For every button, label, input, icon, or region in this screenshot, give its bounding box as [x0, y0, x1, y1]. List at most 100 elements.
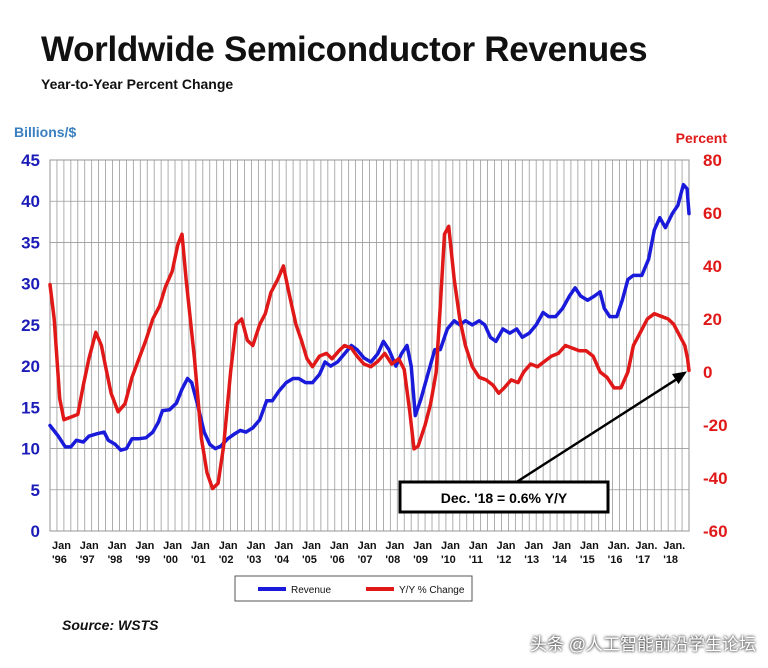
x-tick-label: Jan '15: [580, 540, 599, 566]
x-tick-month: Jan.: [635, 540, 657, 552]
x-tick-month: Jan: [302, 540, 321, 552]
x-tick-year: '16: [608, 554, 623, 566]
x-tick-label: Jan '06: [330, 540, 349, 566]
x-tick-label: Jan '03: [246, 540, 265, 566]
legend-label: Y/Y % Change: [399, 585, 465, 596]
x-tick-month: Jan: [135, 540, 154, 552]
chart-title: Worldwide Semiconductor Revenues: [41, 30, 648, 69]
right-tick-label: 80: [703, 151, 722, 170]
annotation-text: Dec. '18 = 0.6% Y/Y: [441, 490, 568, 506]
legend: Revenue Y/Y % Change: [234, 575, 473, 602]
x-tick-year: '07: [358, 554, 373, 566]
right-tick-label: -20: [703, 416, 728, 435]
left-tick-label: 15: [21, 398, 40, 417]
x-tick-year: '03: [246, 554, 261, 566]
x-tick-year: '05: [302, 554, 317, 566]
x-tick-label: Jan '12: [497, 540, 516, 566]
x-tick-year: '01: [191, 554, 206, 566]
x-tick-year: '14: [552, 554, 568, 566]
annotation-arrow-head: [671, 371, 687, 385]
x-tick-label: Jan. '16: [608, 540, 630, 566]
x-tick-label: Jan '01: [191, 540, 210, 566]
left-tick-label: 0: [31, 522, 40, 541]
chart-subtitle: Year-to-Year Percent Change: [41, 76, 234, 92]
x-tick-label: Jan '04: [274, 540, 293, 566]
x-tick-year: '96: [52, 554, 67, 566]
x-tick-year: '13: [524, 554, 539, 566]
x-tick-label: Jan '96: [52, 540, 71, 566]
x-tick-label: Jan '09: [413, 540, 432, 566]
x-tick-label: Jan '10: [441, 540, 460, 566]
x-tick-month: Jan: [330, 540, 349, 552]
x-tick-label: Jan '02: [219, 540, 238, 566]
left-tick-label: 30: [21, 275, 40, 294]
right-tick-label: 60: [703, 204, 722, 223]
right-tick-label: -40: [703, 469, 728, 488]
x-tick-month: Jan.: [608, 540, 630, 552]
revenue-line: [48, 182, 691, 452]
x-tick-month: Jan: [497, 540, 516, 552]
x-tick-year: '08: [385, 554, 400, 566]
x-tick-month: Jan.: [663, 540, 685, 552]
x-tick-month: Jan: [580, 540, 599, 552]
x-tick-label: Jan '07: [358, 540, 377, 566]
x-tick-label: Jan '13: [524, 540, 543, 566]
x-tick-month: Jan: [191, 540, 210, 552]
x-tick-month: Jan: [80, 540, 99, 552]
left-tick-label: 35: [21, 233, 40, 252]
source-note: Source: WSTS: [62, 617, 159, 633]
annotation-box: [398, 480, 610, 514]
x-tick-month: Jan: [358, 540, 377, 552]
x-tick-label: Jan '11: [469, 540, 488, 566]
left-axis-title: Billions/$: [14, 124, 76, 140]
x-tick-label: Jan '98: [108, 540, 127, 566]
x-tick-year: '99: [135, 554, 150, 566]
x-tick-month: Jan: [524, 540, 543, 552]
x-tick-month: Jan: [552, 540, 571, 552]
x-tick-year: '12: [497, 554, 512, 566]
x-tick-label: Jan. '17: [635, 540, 657, 566]
x-tick-month: Jan: [385, 540, 404, 552]
x-tick-month: Jan: [274, 540, 293, 552]
x-tick-year: '09: [413, 554, 428, 566]
x-tick-month: Jan: [469, 540, 488, 552]
x-tick-year: '06: [330, 554, 345, 566]
x-tick-label: Jan. '18: [663, 540, 685, 566]
x-tick-month: Jan: [441, 540, 460, 552]
x-tick-month: Jan: [108, 540, 127, 552]
left-tick-label: 40: [21, 192, 40, 211]
x-tick-year: '18: [663, 554, 678, 566]
x-tick-year: '10: [441, 554, 456, 566]
left-tick-label: 20: [21, 357, 40, 376]
x-tick-year: '04: [274, 554, 290, 566]
x-tick-year: '02: [219, 554, 234, 566]
x-tick-label: Jan '14: [552, 540, 571, 566]
x-tick-label: Jan '00: [163, 540, 182, 566]
left-tick-label: 25: [21, 316, 40, 335]
watermark: 头条 @人工智能前沿学生论坛: [530, 635, 756, 654]
x-tick-label: Jan '99: [135, 540, 154, 566]
annotation-arrow-line: [514, 375, 682, 485]
yoy-change-line: [48, 224, 691, 491]
right-tick-label: -60: [703, 522, 728, 541]
x-tick-month: Jan: [52, 540, 71, 552]
x-tick-year: '97: [80, 554, 95, 566]
x-tick-label: Jan '08: [385, 540, 404, 566]
x-tick-year: '98: [108, 554, 123, 566]
left-tick-label: 10: [21, 440, 40, 459]
x-tick-year: '15: [580, 554, 595, 566]
legend-label: Revenue: [291, 585, 331, 596]
x-tick-month: Jan: [246, 540, 265, 552]
x-tick-month: Jan: [163, 540, 182, 552]
x-tick-year: '00: [163, 554, 178, 566]
left-tick-label: 5: [31, 481, 40, 500]
x-tick-year: '11: [469, 554, 483, 566]
x-tick-month: Jan: [413, 540, 432, 552]
x-tick-label: Jan '05: [302, 540, 321, 566]
right-tick-label: 40: [703, 257, 722, 276]
right-tick-label: 0: [703, 363, 712, 382]
x-tick-year: '17: [635, 554, 650, 566]
x-tick-month: Jan: [219, 540, 238, 552]
left-tick-label: 45: [21, 151, 40, 170]
